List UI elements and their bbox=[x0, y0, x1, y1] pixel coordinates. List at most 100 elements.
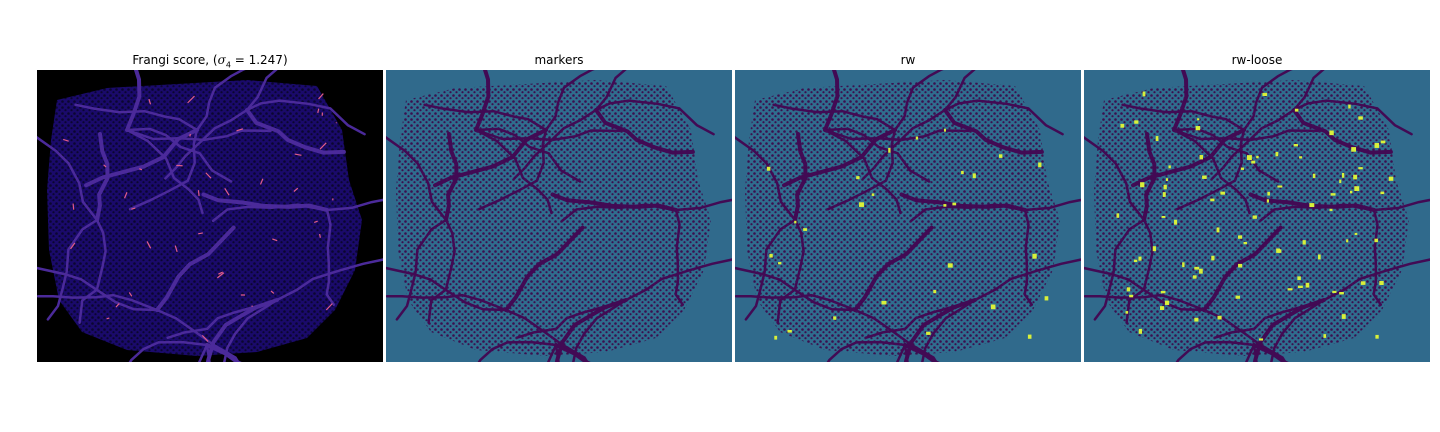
highlight-mark bbox=[197, 190, 200, 196]
highlight-mark bbox=[1238, 263, 1243, 268]
highlight-mark bbox=[1375, 334, 1379, 339]
highlight-mark bbox=[1267, 191, 1270, 196]
vessel bbox=[893, 70, 944, 132]
highlight-mark bbox=[1038, 162, 1042, 168]
vessel bbox=[973, 258, 1081, 302]
vessel bbox=[853, 225, 934, 312]
vessel bbox=[943, 108, 1044, 155]
highlight-mark bbox=[216, 272, 225, 279]
tissue-region bbox=[745, 80, 1060, 356]
highlight-mark bbox=[294, 153, 302, 156]
vessel bbox=[474, 70, 491, 132]
highlight-mark bbox=[1166, 178, 1169, 182]
highlight-mark bbox=[139, 168, 143, 171]
highlight-mark bbox=[1032, 253, 1037, 259]
vessel bbox=[444, 132, 459, 222]
highlight-mark bbox=[1374, 143, 1380, 148]
highlight-mark bbox=[871, 193, 875, 196]
vessel bbox=[1125, 218, 1154, 324]
vessel bbox=[1023, 198, 1081, 212]
highlight-mark bbox=[1312, 173, 1316, 179]
highlight-mark bbox=[1354, 232, 1358, 235]
highlight-mark bbox=[787, 329, 792, 333]
vessel bbox=[1121, 103, 1246, 132]
vessel bbox=[1202, 225, 1283, 312]
highlight-mark bbox=[1262, 92, 1268, 97]
highlight-mark bbox=[778, 262, 782, 265]
panel-title-rw-loose: rw-loose bbox=[1231, 53, 1283, 67]
highlight-mark bbox=[319, 233, 321, 238]
highlight-mark bbox=[1202, 175, 1207, 179]
highlight-mark bbox=[270, 290, 275, 294]
highlight-mark bbox=[62, 138, 69, 142]
highlight-mark bbox=[1126, 287, 1131, 292]
vessel bbox=[544, 70, 595, 132]
highlight-mark bbox=[70, 242, 76, 250]
vessel bbox=[1258, 203, 1376, 223]
vessel bbox=[245, 70, 278, 112]
highlight-mark bbox=[1155, 136, 1159, 142]
highlight-mark bbox=[1252, 215, 1257, 219]
highlight-mark bbox=[1216, 227, 1220, 233]
vessel bbox=[201, 192, 329, 212]
markers-image bbox=[386, 70, 732, 362]
highlight-mark bbox=[187, 95, 195, 104]
highlight-mark bbox=[1346, 239, 1349, 243]
highlight-mark bbox=[888, 147, 891, 153]
highlight-mark bbox=[1240, 167, 1244, 170]
vessel bbox=[128, 128, 199, 211]
highlight-mark bbox=[218, 271, 223, 275]
vessel bbox=[1084, 135, 1146, 222]
vessel bbox=[474, 128, 621, 142]
vessel bbox=[823, 128, 970, 142]
highlight-marks bbox=[62, 93, 337, 342]
vessel bbox=[1292, 70, 1325, 112]
vessel bbox=[37, 293, 159, 312]
vessel bbox=[560, 203, 678, 223]
highlight-mark bbox=[1299, 156, 1303, 159]
highlight-mark bbox=[1220, 191, 1225, 195]
highlight-mark bbox=[1360, 281, 1366, 285]
vessel bbox=[46, 218, 99, 321]
vessel bbox=[862, 108, 947, 180]
vessel bbox=[826, 340, 907, 362]
vessel bbox=[823, 128, 902, 215]
highlight-mark bbox=[943, 128, 946, 132]
highlight-mark bbox=[325, 303, 333, 311]
highlight-mark bbox=[317, 108, 320, 114]
highlight-mark bbox=[856, 176, 860, 180]
highlight-mark bbox=[1160, 290, 1166, 294]
highlight-mark bbox=[1380, 140, 1386, 144]
highlight-mark bbox=[1349, 190, 1353, 194]
vessel bbox=[1172, 70, 1189, 132]
highlight-mark bbox=[205, 172, 212, 179]
vessel bbox=[195, 70, 246, 132]
highlight-mark bbox=[198, 232, 203, 235]
highlight-mark bbox=[947, 263, 953, 268]
highlight-mark bbox=[972, 173, 976, 179]
vessel bbox=[275, 258, 383, 302]
highlight-mark bbox=[115, 303, 120, 308]
vessel bbox=[155, 225, 236, 312]
vessel bbox=[325, 208, 336, 306]
highlight-mark bbox=[1251, 160, 1256, 164]
highlight-mark bbox=[926, 331, 931, 335]
highlight-mark bbox=[1194, 266, 1200, 270]
vessel bbox=[1213, 298, 1326, 340]
vessel bbox=[128, 340, 209, 362]
highlight-mark bbox=[1182, 262, 1185, 268]
highlight-mark bbox=[1246, 155, 1252, 161]
frangi-svg bbox=[37, 70, 383, 362]
vessel bbox=[1142, 132, 1157, 222]
vessel bbox=[594, 99, 715, 136]
highlight-mark bbox=[1217, 315, 1222, 320]
highlight-mark bbox=[915, 136, 919, 140]
vessel bbox=[594, 70, 627, 112]
highlight-mark bbox=[1168, 165, 1171, 169]
highlight-mark bbox=[1164, 300, 1170, 305]
vessel bbox=[744, 218, 797, 321]
highlight-mark bbox=[1341, 314, 1346, 319]
highlight-mark bbox=[833, 316, 837, 320]
vessel bbox=[674, 198, 732, 212]
vessel bbox=[594, 108, 695, 155]
